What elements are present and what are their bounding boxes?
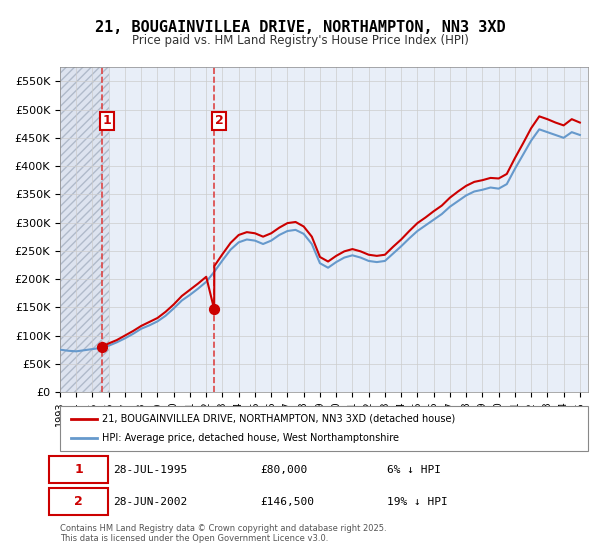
Point <box>209 305 219 314</box>
Text: 2: 2 <box>215 114 223 127</box>
Text: 21, BOUGAINVILLEA DRIVE, NORTHAMPTON, NN3 3XD: 21, BOUGAINVILLEA DRIVE, NORTHAMPTON, NN… <box>95 20 505 35</box>
Bar <box>60 67 109 392</box>
Text: 19% ↓ HPI: 19% ↓ HPI <box>388 497 448 507</box>
Text: Price paid vs. HM Land Registry's House Price Index (HPI): Price paid vs. HM Land Registry's House … <box>131 34 469 46</box>
FancyBboxPatch shape <box>49 488 107 515</box>
Text: 1: 1 <box>102 114 111 127</box>
Text: 28-JUL-1995: 28-JUL-1995 <box>113 465 187 475</box>
Text: 21, BOUGAINVILLEA DRIVE, NORTHAMPTON, NN3 3XD (detached house): 21, BOUGAINVILLEA DRIVE, NORTHAMPTON, NN… <box>102 413 455 423</box>
Text: HPI: Average price, detached house, West Northamptonshire: HPI: Average price, detached house, West… <box>102 433 399 444</box>
Point <box>97 342 107 351</box>
Text: Contains HM Land Registry data © Crown copyright and database right 2025.
This d: Contains HM Land Registry data © Crown c… <box>60 524 386 543</box>
Text: 6% ↓ HPI: 6% ↓ HPI <box>388 465 442 475</box>
Text: 28-JUN-2002: 28-JUN-2002 <box>113 497 187 507</box>
FancyBboxPatch shape <box>60 406 588 451</box>
Text: 1: 1 <box>74 463 83 476</box>
Text: 2: 2 <box>74 496 83 508</box>
Text: £80,000: £80,000 <box>260 465 308 475</box>
FancyBboxPatch shape <box>49 456 107 483</box>
Text: £146,500: £146,500 <box>260 497 314 507</box>
